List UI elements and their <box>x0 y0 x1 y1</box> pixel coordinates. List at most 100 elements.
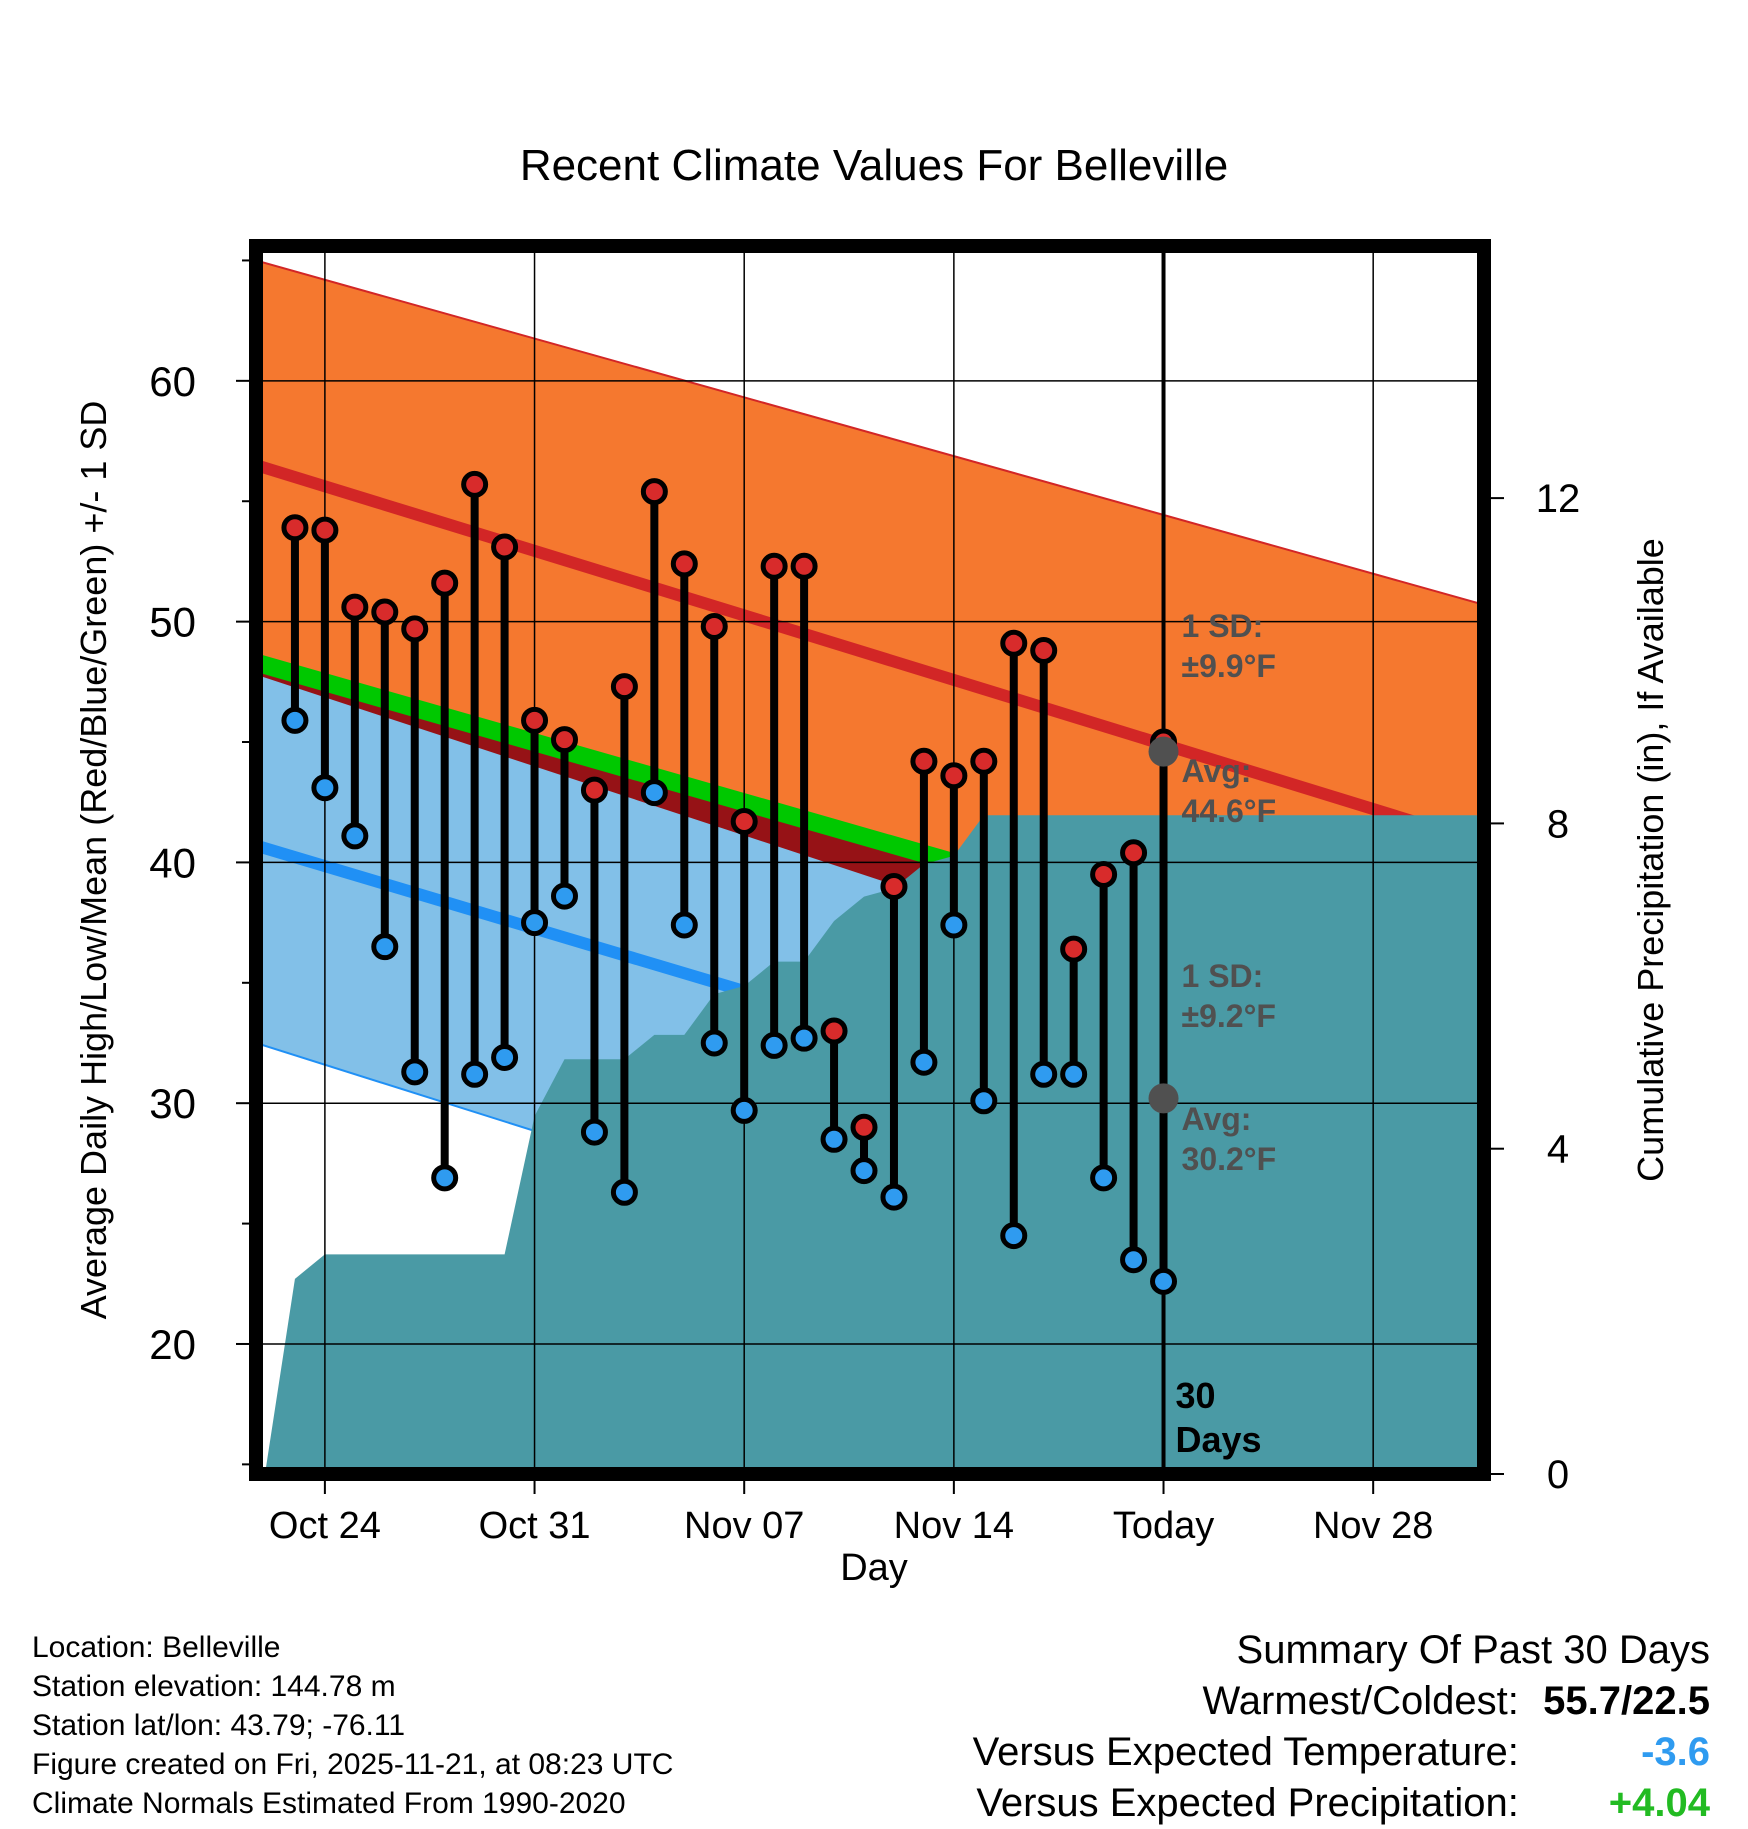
footer-created: Figure created on Fri, 2025-11-21, at 08… <box>32 1748 674 1781</box>
footer-normals: Climate Normals Estimated From 1990-2020 <box>32 1787 626 1820</box>
low-point <box>461 1060 489 1088</box>
low-point <box>790 1024 818 1052</box>
low-point <box>550 882 578 910</box>
plot-frame <box>249 239 1491 1481</box>
low-point <box>371 933 399 961</box>
high-point <box>431 569 459 597</box>
summary-warm-cold-row: Warmest/Coldest: 55.7/22.5 <box>973 1676 1711 1727</box>
summary-precip-label: Versus Expected Precipitation: <box>976 1781 1519 1825</box>
climate-chart: Recent Climate Values For Belleville 1 S… <box>73 141 1671 1589</box>
high-point <box>880 872 908 900</box>
y-tick-label: 30 <box>149 1080 196 1127</box>
high-point <box>940 762 968 790</box>
high-point <box>281 514 309 542</box>
footer-elevation: Station elevation: 144.78 m <box>32 1670 396 1703</box>
summary-temp-label: Versus Expected Temperature: <box>972 1730 1519 1774</box>
high-point <box>640 478 668 506</box>
y-tick-label: 60 <box>149 358 196 405</box>
x-tick-label: Today <box>1113 1505 1214 1547</box>
high-point <box>1030 637 1058 665</box>
low-point <box>1090 1164 1118 1192</box>
annotation-text: ±9.2°F <box>1182 998 1276 1034</box>
high-point <box>371 598 399 626</box>
high-point <box>1060 935 1088 963</box>
x-tick-label: Oct 24 <box>269 1505 381 1547</box>
x-tick-label: Nov 07 <box>684 1505 804 1547</box>
low-point <box>670 911 698 939</box>
high-point <box>970 747 998 775</box>
y-tick-label: 20 <box>149 1321 196 1368</box>
high-point <box>1090 860 1118 888</box>
high-point <box>730 807 758 835</box>
x-axis-label: Day <box>840 1547 908 1589</box>
low-point <box>1120 1246 1148 1274</box>
high-point <box>760 552 788 580</box>
high-point <box>700 612 728 640</box>
low-point <box>850 1157 878 1185</box>
annotation-text: 44.6°F <box>1182 793 1277 829</box>
high-point <box>401 615 429 643</box>
y2-tick-label: 12 <box>1536 477 1581 521</box>
annotation-text: 30.2°F <box>1182 1141 1277 1177</box>
low-point <box>341 822 369 850</box>
window-label: Days <box>1176 1419 1262 1460</box>
low-point <box>610 1178 638 1206</box>
high-point <box>1000 629 1028 657</box>
low-point <box>640 779 668 807</box>
window-label: 30 <box>1176 1375 1216 1416</box>
low-point <box>970 1087 998 1115</box>
low-point <box>820 1125 848 1153</box>
low-point <box>311 774 339 802</box>
low-point <box>1000 1222 1028 1250</box>
low-point <box>940 911 968 939</box>
high-point <box>461 470 489 498</box>
low-point <box>491 1043 519 1071</box>
high-point <box>910 747 938 775</box>
high-point <box>820 1017 848 1045</box>
y-tick-label: 50 <box>149 599 196 646</box>
low-point <box>880 1183 908 1211</box>
summary-panel: Summary Of Past 30 Days Warmest/Coldest:… <box>973 1625 1710 1829</box>
high-point <box>610 673 638 701</box>
footer-info: Location: Belleville Station elevation: … <box>32 1628 673 1823</box>
low-point <box>730 1096 758 1124</box>
low-point <box>431 1164 459 1192</box>
high-upper-edge <box>256 259 1484 606</box>
summary-precip-row: Versus Expected Precipitation: +4.04 <box>973 1778 1710 1829</box>
y2-tick-label: 0 <box>1547 1453 1569 1497</box>
annotation-text: 1 SD: <box>1182 608 1264 644</box>
low-point <box>910 1048 938 1076</box>
y2-tick-label: 8 <box>1547 802 1569 846</box>
x-tick-label: Nov 14 <box>894 1505 1014 1547</box>
low-point <box>580 1118 608 1146</box>
high-point <box>850 1113 878 1141</box>
low-point <box>1060 1060 1088 1088</box>
annotation-text: Avg: <box>1182 753 1252 789</box>
low-point <box>760 1031 788 1059</box>
low-point <box>401 1058 429 1086</box>
summary-temp-value: -3.6 <box>1641 1730 1710 1774</box>
high-point <box>580 776 608 804</box>
avg-marker <box>1148 1083 1179 1114</box>
annotation-text: ±9.9°F <box>1182 648 1276 684</box>
high-point <box>491 533 519 561</box>
low-point <box>521 909 549 937</box>
high-point <box>670 550 698 578</box>
high-point <box>341 593 369 621</box>
low-point <box>700 1029 728 1057</box>
y2-axis-label: Cumulative Precipitation (in), If Availa… <box>1630 538 1671 1182</box>
summary-title: Summary Of Past 30 Days <box>1236 1628 1710 1672</box>
annotation-text: 1 SD: <box>1182 958 1264 994</box>
precip-area <box>264 815 1484 1474</box>
high-point <box>790 552 818 580</box>
high-avg-line <box>256 459 1484 849</box>
high-point <box>311 516 339 544</box>
low-point <box>1150 1267 1178 1295</box>
high-point <box>550 726 578 754</box>
avg-marker <box>1148 736 1179 767</box>
y-tick-label: 40 <box>149 839 196 886</box>
low-point <box>1030 1060 1058 1088</box>
footer-location: Location: Belleville <box>32 1631 281 1664</box>
high-point <box>521 706 549 734</box>
annotation-text: Avg: <box>1182 1101 1252 1137</box>
